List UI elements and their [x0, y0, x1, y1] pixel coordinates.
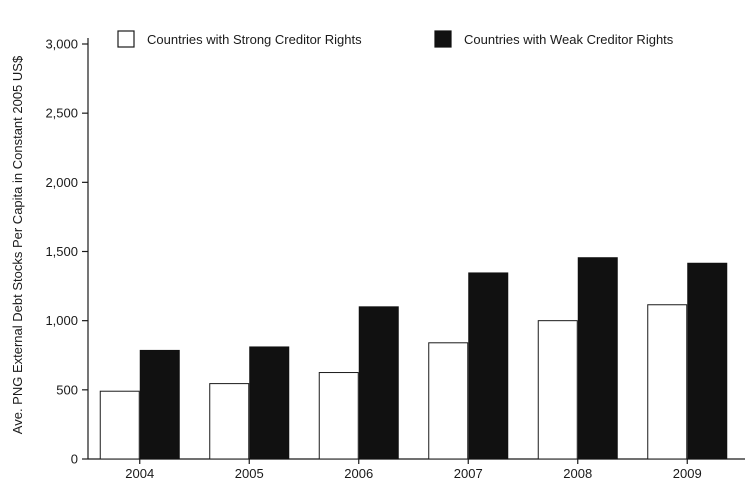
weak-rights-bar-2008: [577, 257, 618, 460]
x-tick-label: 2009: [673, 466, 702, 481]
weak-rights-bar-2004: [139, 349, 180, 460]
legend-label-0: Countries with Strong Creditor Rights: [147, 32, 362, 47]
bars-group: [99, 257, 728, 460]
y-tick-label: 2,500: [45, 106, 78, 121]
x-tick-label: 2007: [454, 466, 483, 481]
x-tick-label: 2005: [235, 466, 264, 481]
legend-label-1: Countries with Weak Creditor Rights: [464, 32, 674, 47]
weak-rights-bar-2009: [687, 262, 728, 460]
strong-rights-bar-2009: [647, 304, 688, 460]
x-tick-label: 2006: [344, 466, 373, 481]
x-axis: 2004 2005 2006 2007 2008 2009: [88, 458, 745, 481]
x-tick-label: 2008: [563, 466, 592, 481]
weak-rights-bar-2005: [249, 346, 290, 460]
weak-rights-bar-2006: [358, 306, 399, 460]
y-tick-label: 1,000: [45, 313, 78, 328]
strong-rights-bar-2007: [428, 342, 469, 460]
legend-swatch-0: [117, 30, 135, 48]
strong-rights-bar-2008: [537, 320, 578, 460]
y-tick-label: 1,500: [45, 244, 78, 259]
y-axis: 0 500 1,000 1,500 2,000 2,500 3,000: [45, 37, 89, 467]
y-tick-label: 3,000: [45, 37, 78, 52]
legend: Countries with Strong Creditor Rights Cou…: [117, 30, 674, 48]
strong-rights-bar-2006: [318, 372, 359, 460]
y-tick-label: 2,000: [45, 175, 78, 190]
x-tick-label: 2004: [125, 466, 154, 481]
y-axis-label: Ave. PNG External Debt Stocks Per Capita…: [10, 55, 25, 434]
weak-rights-bar-2007: [468, 272, 509, 460]
strong-rights-bar-2004: [99, 390, 140, 460]
y-tick-label: 0: [71, 452, 78, 467]
y-axis-label-group: Ave. PNG External Debt Stocks Per Capita…: [10, 55, 25, 434]
strong-rights-bar-2005: [209, 383, 250, 460]
y-tick-label: 500: [56, 382, 78, 397]
legend-swatch-1: [434, 30, 452, 48]
